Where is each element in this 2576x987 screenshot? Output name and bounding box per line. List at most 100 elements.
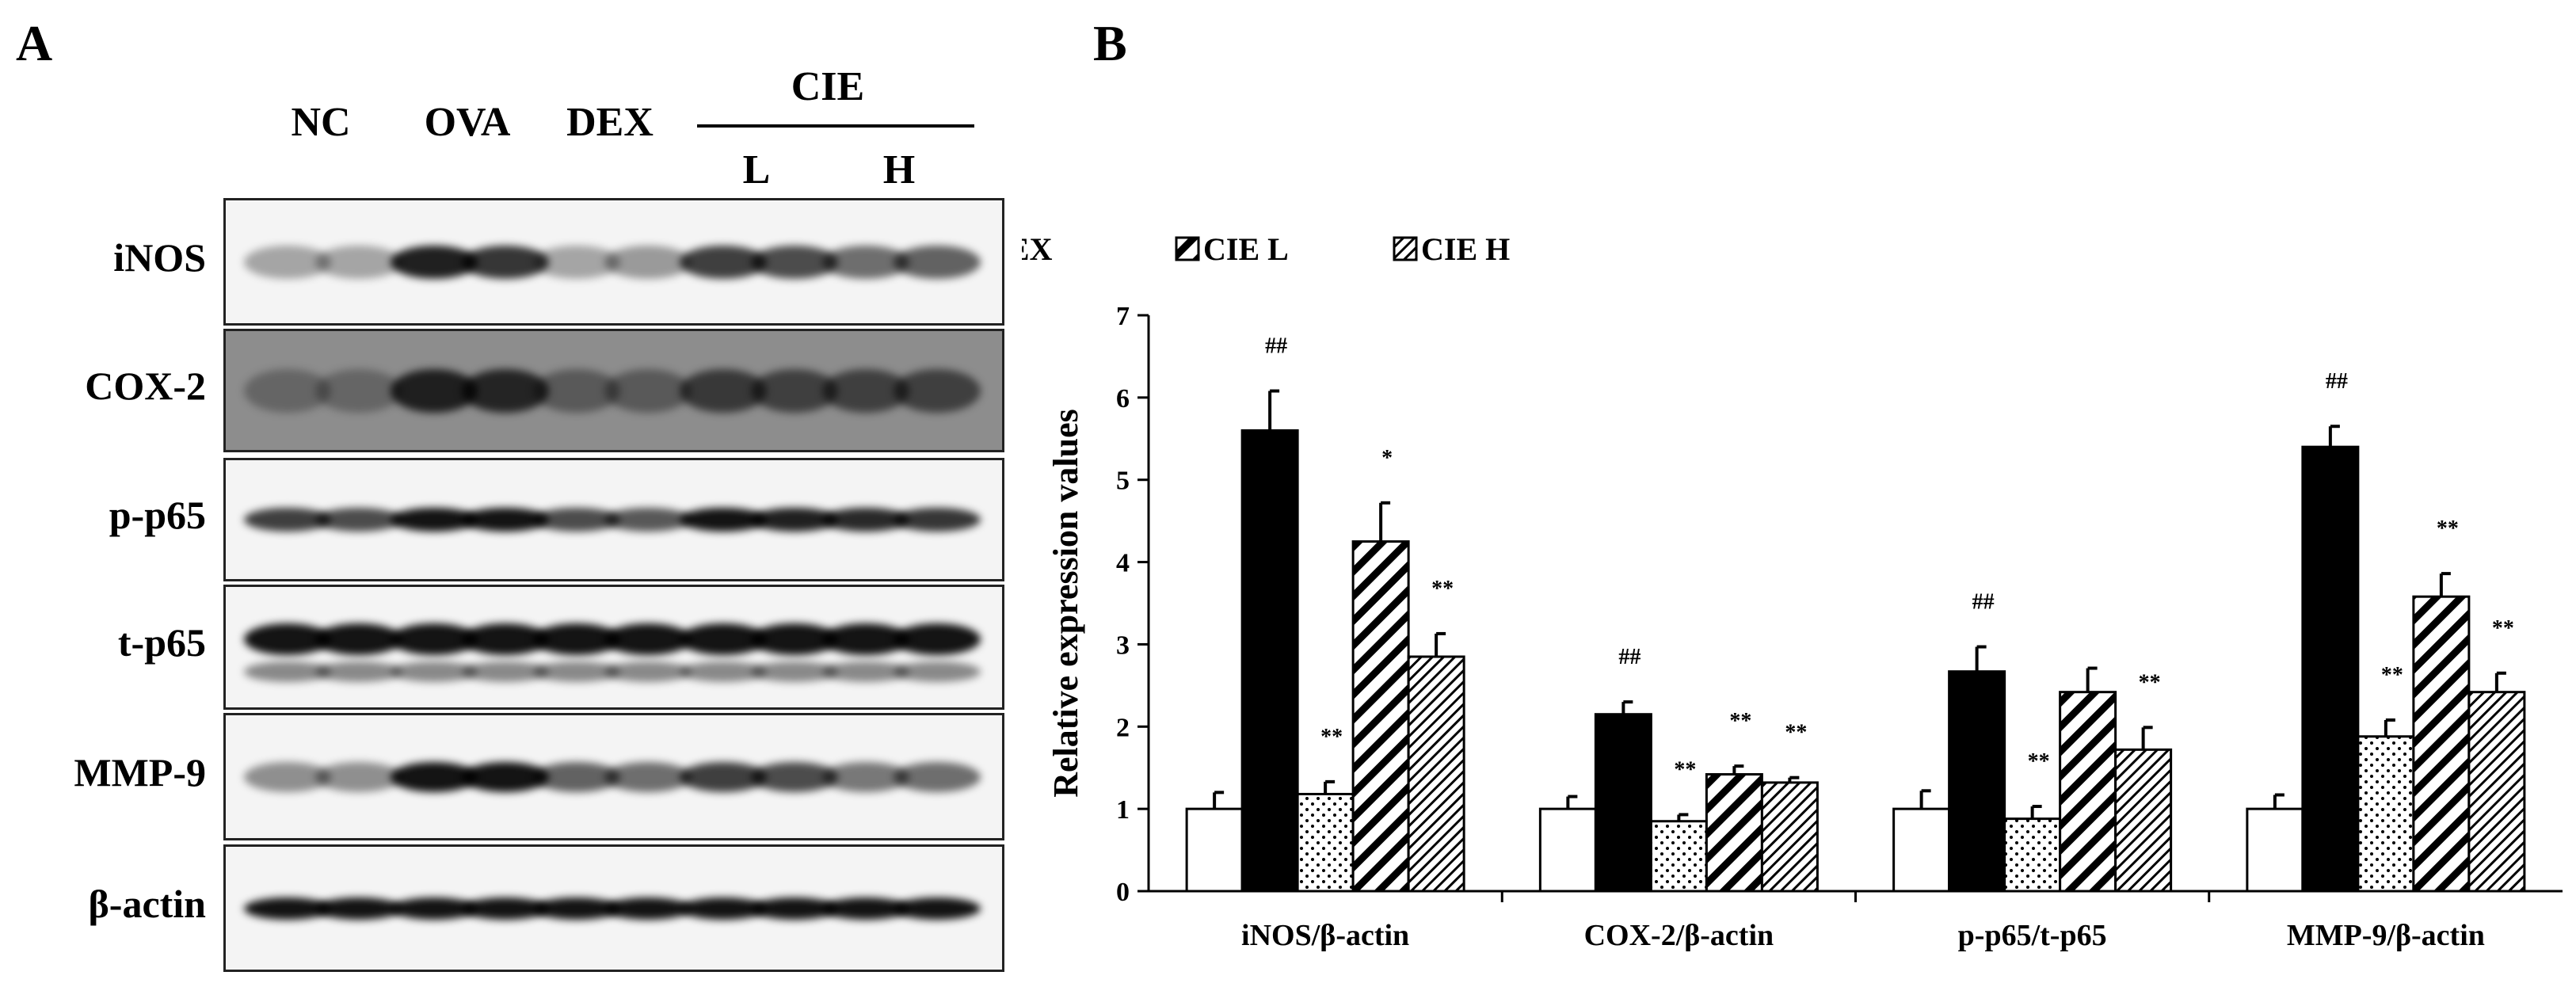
protein-band — [894, 368, 981, 413]
x-category-label: MMP-9/β-actin — [2287, 919, 2485, 952]
bar — [1594, 713, 1652, 893]
blot-p-p65 — [223, 458, 1004, 581]
protein-band — [604, 508, 692, 532]
y-axis-label: Relative expression values — [1046, 409, 1085, 798]
bar — [1649, 820, 1708, 893]
row-label-t-p65: t-p65 — [117, 620, 206, 665]
protein-band — [244, 368, 331, 413]
bar — [2357, 735, 2415, 893]
cie-group-line — [697, 124, 974, 128]
protein-band — [533, 368, 620, 413]
x-category-label: iNOS/β-actin — [1241, 919, 1409, 952]
lane-label-ova: OVA — [424, 100, 511, 145]
protein-band — [894, 508, 981, 532]
significance-label: ## — [1265, 334, 1287, 359]
bar — [2059, 691, 2117, 893]
protein-band — [751, 661, 838, 682]
blot-t-p65 — [223, 585, 1004, 710]
legend-entry: CIE L — [1203, 231, 1289, 267]
panel-b-letter: B — [1093, 15, 1127, 71]
significance-label: ** — [1729, 709, 1751, 734]
x-category-label: COX-2/β-actin — [1584, 919, 1774, 952]
lane-label-nc: NC — [291, 100, 351, 145]
significance-label: ** — [1674, 757, 1696, 782]
significance-label: ** — [2437, 516, 2459, 541]
protein-band — [391, 661, 478, 682]
protein-band — [604, 661, 692, 682]
protein-band — [533, 661, 620, 682]
protein-band — [604, 368, 692, 413]
row-label-cox-2: COX-2 — [85, 364, 206, 408]
significance-label: ## — [1972, 590, 1995, 615]
protein-band — [244, 245, 331, 279]
protein-band — [894, 761, 981, 792]
row-label-mmp-9: MMP-9 — [74, 749, 206, 795]
bar — [2114, 748, 2173, 893]
protein-band — [604, 761, 692, 792]
bar — [2467, 691, 2526, 893]
protein-band — [315, 661, 402, 682]
protein-band — [680, 661, 767, 682]
bar — [2301, 445, 2360, 893]
protein-band — [894, 897, 981, 920]
bar — [2003, 817, 2062, 893]
protein-band — [462, 245, 549, 279]
bar — [1948, 670, 2006, 893]
protein-band — [462, 661, 549, 682]
protein-band — [604, 897, 692, 920]
significance-label: ** — [1320, 725, 1343, 749]
row-label--actin: β-actin — [88, 881, 206, 926]
lane-label-l: L — [742, 147, 771, 192]
blot-inos — [223, 198, 1004, 326]
lane-label-dex: DEX — [566, 100, 654, 145]
protein-band — [894, 245, 981, 279]
bar — [2412, 595, 2471, 893]
bar — [1185, 807, 1244, 893]
y-tick-label: 4 — [1116, 549, 1130, 578]
protein-band — [315, 245, 402, 279]
significance-label: ** — [2381, 663, 2403, 688]
bar — [1240, 429, 1299, 893]
bar — [1892, 807, 1951, 893]
y-tick-label: 2 — [1116, 713, 1130, 742]
blot--actin — [223, 844, 1004, 972]
protein-band — [604, 245, 692, 279]
y-tick-label: 3 — [1116, 631, 1130, 660]
blot-cox-2 — [223, 329, 1004, 452]
row-label-p-p65: p-p65 — [109, 493, 206, 537]
protein-band — [533, 245, 620, 279]
legend-swatch — [1393, 236, 1418, 261]
protein-band — [315, 761, 402, 792]
bar — [1351, 540, 1410, 893]
significance-label: ## — [2326, 369, 2348, 394]
blot-mmp-9 — [223, 713, 1004, 840]
significance-label: ## — [1618, 645, 1640, 669]
protein-band — [315, 508, 402, 532]
bar — [1538, 807, 1597, 893]
significance-label: ** — [2492, 616, 2514, 641]
significance-label: ** — [2028, 749, 2050, 774]
bar-chart: 0 1 2 3 4 5 6 7 Relative expression values iNOS/β… — [1022, 231, 2563, 952]
protein-band — [894, 661, 981, 682]
y-tick-label: 7 — [1116, 302, 1130, 331]
protein-band — [315, 623, 402, 655]
significance-label: ** — [2139, 670, 2161, 695]
protein-band — [894, 623, 981, 655]
protein-band — [315, 897, 402, 920]
x-category-label: p-p65/t-p65 — [1958, 919, 2107, 952]
significance-label: ** — [1785, 721, 1807, 745]
significance-label: ** — [1431, 577, 1454, 601]
bar — [1705, 773, 1763, 893]
y-tick-label: 0 — [1116, 878, 1130, 907]
y-tick-label: 5 — [1116, 467, 1130, 496]
protein-band — [315, 368, 402, 413]
protein-band — [244, 761, 331, 792]
cie-group-label: CIE — [791, 64, 865, 109]
panel-a-letter: A — [16, 15, 53, 71]
protein-band — [462, 368, 549, 413]
protein-band — [822, 661, 909, 682]
protein-band — [604, 623, 692, 655]
y-tick-label: 1 — [1116, 795, 1130, 825]
lane-label-h: H — [882, 147, 916, 192]
significance-label: * — [1381, 446, 1393, 471]
